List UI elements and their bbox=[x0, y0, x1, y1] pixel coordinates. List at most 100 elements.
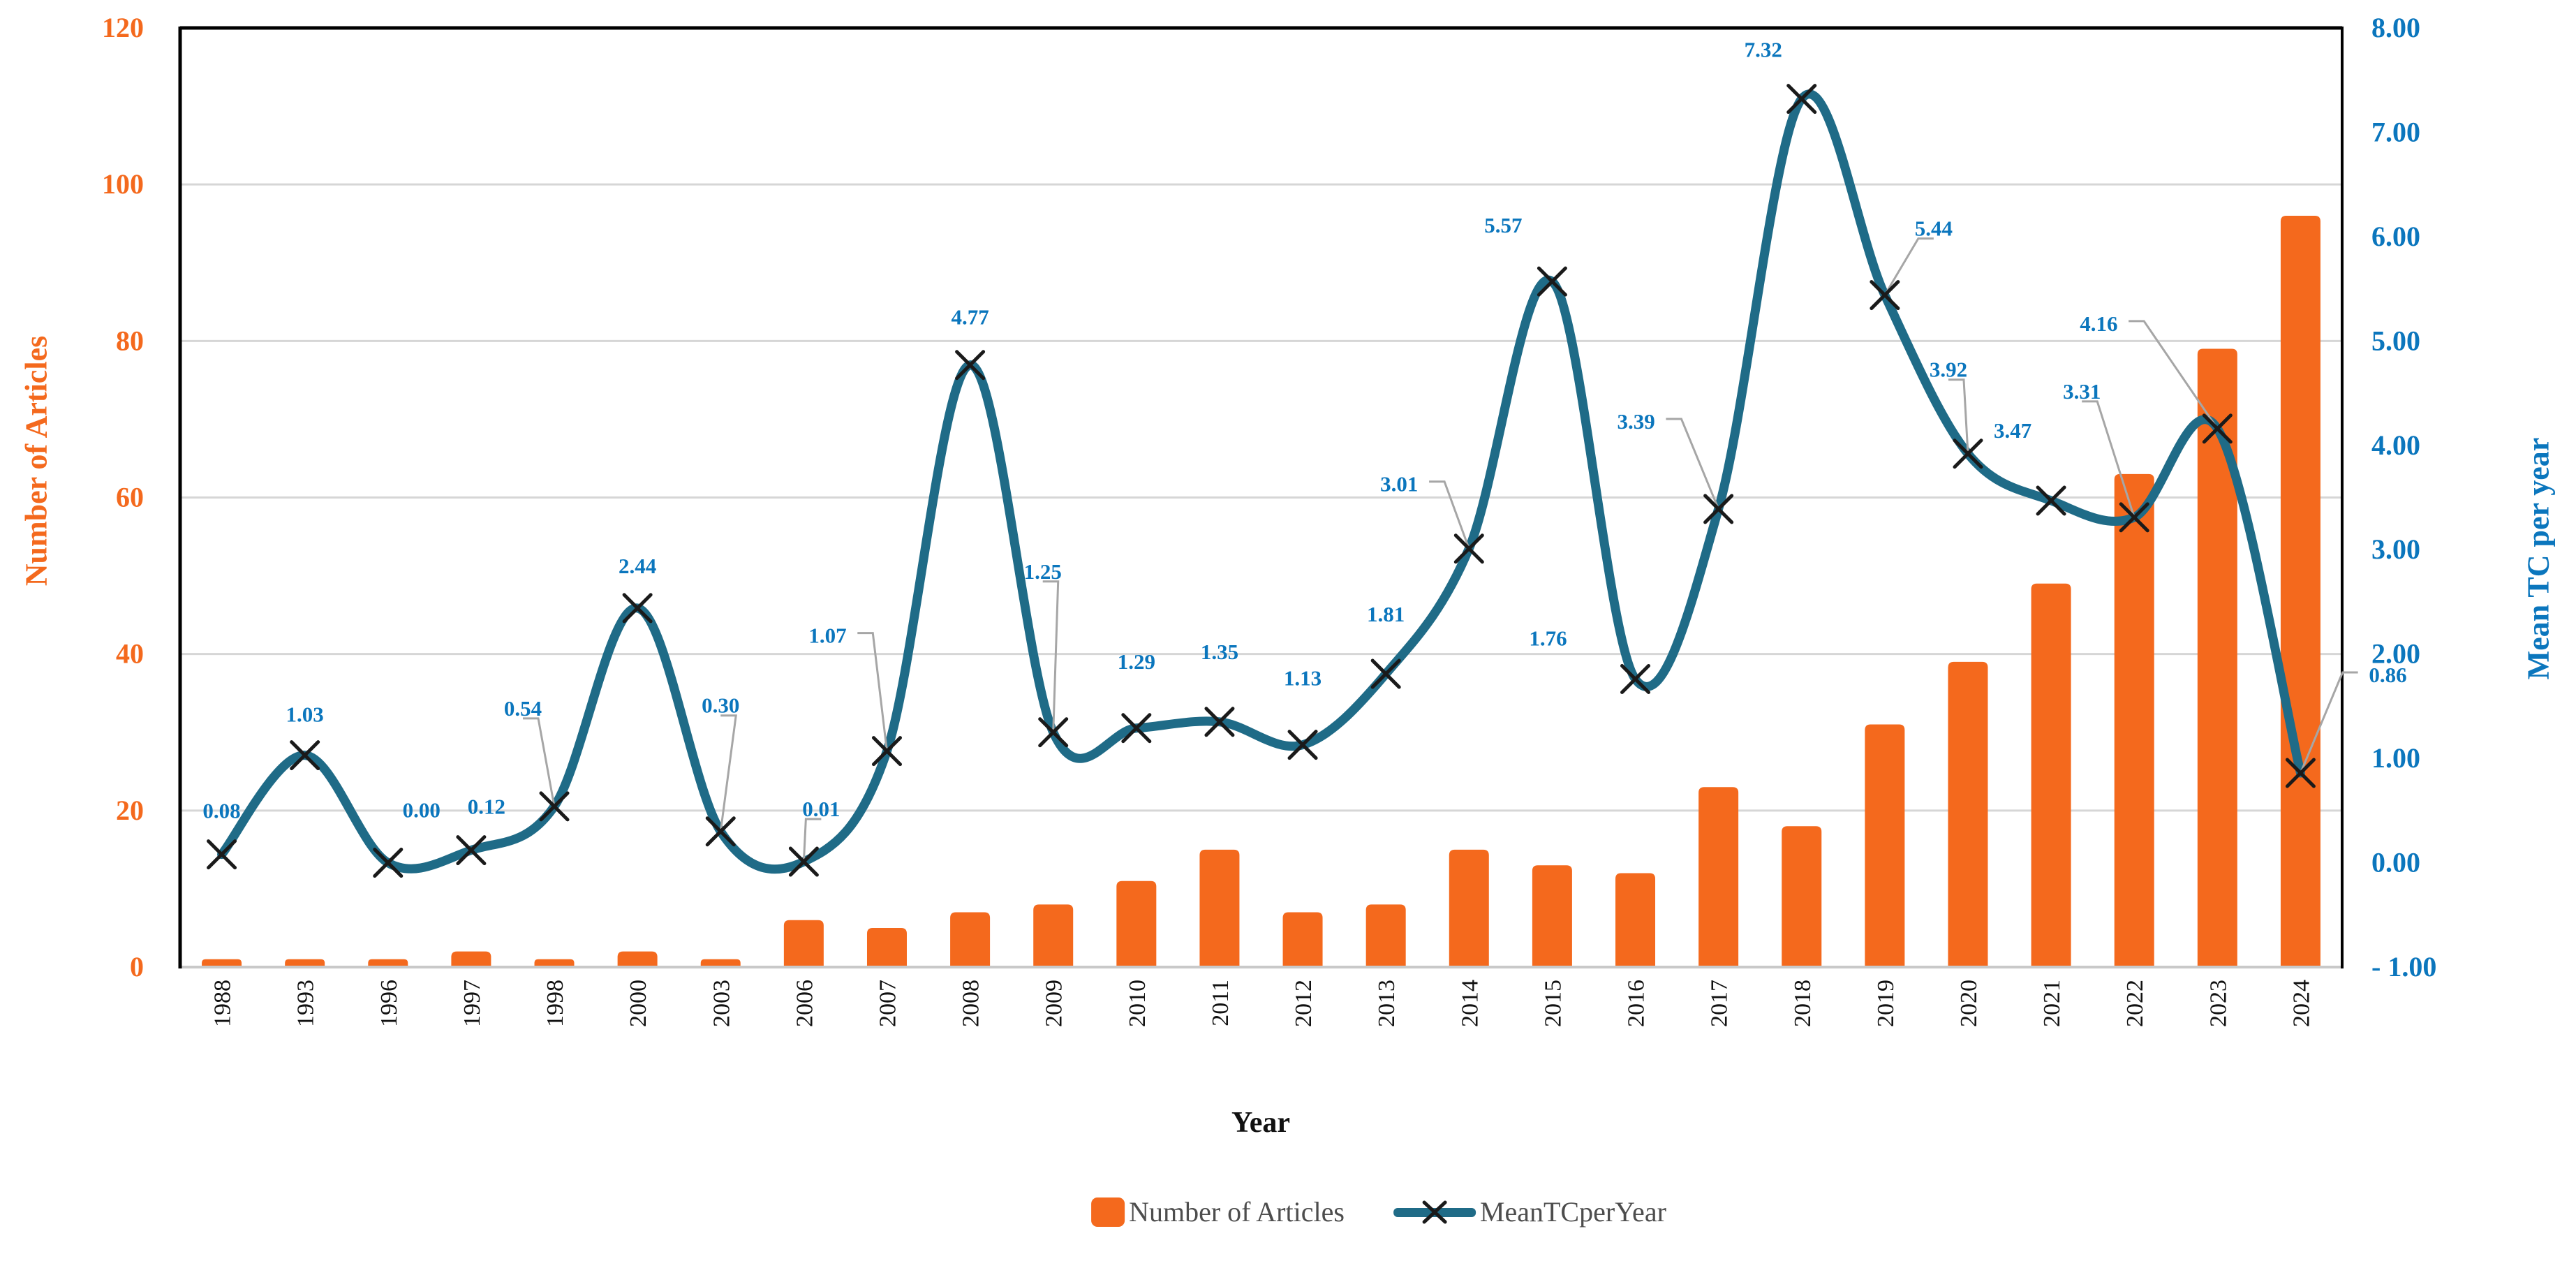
line-marker-2023 bbox=[2202, 413, 2233, 444]
bar-2006 bbox=[783, 920, 824, 967]
data-label-1998: 0.54 bbox=[504, 696, 542, 721]
bar-series-swatch bbox=[1091, 1197, 1125, 1227]
left-tick-40: 40 bbox=[116, 638, 144, 670]
data-label-2010: 1.29 bbox=[1118, 649, 1155, 674]
bar-2024 bbox=[2280, 216, 2320, 967]
bar-2014 bbox=[1449, 849, 1489, 967]
line-marker-2000 bbox=[622, 593, 653, 624]
line-marker-2013 bbox=[1370, 658, 1401, 689]
bar-1997 bbox=[451, 951, 491, 967]
line-marker-2015 bbox=[1537, 266, 1567, 297]
line-marker-2021 bbox=[2036, 485, 2066, 516]
year-label-2011: 2011 bbox=[1208, 980, 1234, 1026]
right-tick-0.00: 0.00 bbox=[2371, 847, 2420, 878]
year-label-1988: 1988 bbox=[210, 980, 236, 1027]
year-label-2000: 2000 bbox=[626, 980, 651, 1027]
line-marker-1996 bbox=[373, 848, 404, 878]
right-tick-1.00: 1.00 bbox=[2371, 742, 2420, 774]
data-label-2009: 1.25 bbox=[1024, 559, 1062, 584]
year-label-2012: 2012 bbox=[1291, 980, 1317, 1027]
line-marker-2007 bbox=[871, 736, 902, 767]
line-marker-2011 bbox=[1204, 707, 1235, 737]
right-tick-6.00: 6.00 bbox=[2371, 221, 2420, 252]
year-label-2008: 2008 bbox=[958, 980, 984, 1027]
label-leader-1998 bbox=[523, 717, 556, 807]
legend: Number of Articles MeanTCperYear bbox=[1091, 1195, 1666, 1228]
data-label-1997: 0.12 bbox=[468, 795, 505, 819]
data-label-2003: 0.30 bbox=[702, 693, 739, 718]
right-tick-5.00: 5.00 bbox=[2371, 325, 2420, 356]
year-label-2024: 2024 bbox=[2288, 980, 2314, 1027]
legend-label-articles: Number of Articles bbox=[1129, 1196, 1345, 1228]
year-label-1996: 1996 bbox=[376, 980, 402, 1027]
line-marker-1993 bbox=[290, 740, 320, 771]
year-label-2014: 2014 bbox=[1457, 980, 1483, 1027]
right-tick-2.00: 2.00 bbox=[2371, 638, 2420, 670]
line-marker-1997 bbox=[456, 835, 487, 866]
line-marker-1998 bbox=[539, 791, 570, 822]
year-label-2018: 2018 bbox=[1790, 980, 1816, 1027]
line-marker-2006 bbox=[788, 846, 819, 877]
year-label-2016: 2016 bbox=[1624, 980, 1650, 1027]
data-label-2016: 1.76 bbox=[1529, 626, 1567, 651]
bar-2019 bbox=[1865, 724, 1905, 967]
data-label-2018: 7.32 bbox=[1745, 38, 1782, 62]
year-label-1993: 1993 bbox=[293, 980, 319, 1027]
bar-2013 bbox=[1365, 904, 1406, 967]
data-label-2000: 2.44 bbox=[619, 554, 656, 578]
left-tick-100: 100 bbox=[102, 168, 144, 200]
bar-1988 bbox=[202, 959, 242, 967]
data-label-2015: 5.57 bbox=[1484, 213, 1522, 237]
data-label-2021: 3.47 bbox=[1994, 418, 2031, 443]
line-marker-2014 bbox=[1453, 533, 1484, 564]
legend-item-articles: Number of Articles bbox=[1091, 1195, 1345, 1228]
line-marker-2018 bbox=[1786, 84, 1817, 115]
line-marker-2003 bbox=[705, 816, 736, 847]
year-label-2010: 2010 bbox=[1125, 980, 1150, 1027]
line-marker-2008 bbox=[955, 350, 986, 381]
data-label-2012: 1.13 bbox=[1284, 666, 1322, 691]
bar-2016 bbox=[1615, 873, 1656, 967]
year-label-2003: 2003 bbox=[709, 980, 734, 1027]
left-axis-title: Number of Articles bbox=[19, 335, 54, 587]
line-marker-2022 bbox=[2119, 502, 2149, 533]
line-marker-2010 bbox=[1121, 713, 1152, 744]
data-label-2024: 0.86 bbox=[2369, 663, 2406, 687]
meantc-line bbox=[217, 89, 2305, 874]
bar-1996 bbox=[368, 959, 408, 967]
year-label-2017: 2017 bbox=[1707, 980, 1733, 1027]
line-marker-1988 bbox=[207, 839, 237, 870]
label-leader-2007 bbox=[857, 632, 888, 751]
data-label-2013: 1.81 bbox=[1367, 602, 1405, 626]
year-label-2006: 2006 bbox=[792, 980, 817, 1027]
legend-item-meantc: MeanTCperYear bbox=[1393, 1195, 1666, 1228]
label-leader-2019 bbox=[1883, 237, 1934, 296]
bar-2017 bbox=[1698, 787, 1739, 967]
bar-2020 bbox=[1948, 661, 1988, 967]
year-label-1997: 1997 bbox=[459, 980, 485, 1027]
bar-2009 bbox=[1033, 904, 1074, 967]
label-leader-2017 bbox=[1666, 418, 1720, 510]
label-leader-2020 bbox=[1948, 378, 1969, 454]
bar-2000 bbox=[617, 951, 658, 967]
left-tick-80: 80 bbox=[116, 325, 144, 356]
left-tick-0: 0 bbox=[130, 951, 144, 982]
line-marker-2020 bbox=[1953, 438, 1983, 469]
bar-1998 bbox=[534, 959, 575, 967]
data-label-2006: 0.01 bbox=[802, 797, 840, 821]
right-tick-8.00: 8.00 bbox=[2371, 12, 2420, 43]
data-label-1996: 0.00 bbox=[403, 798, 441, 823]
year-label-2015: 2015 bbox=[1540, 980, 1566, 1027]
data-label-2017: 3.39 bbox=[1618, 409, 1655, 434]
bar-2015 bbox=[1532, 865, 1572, 967]
legend-x-marker-icon bbox=[1422, 1200, 1447, 1223]
year-label-2022: 2022 bbox=[2122, 980, 2148, 1027]
data-label-2007: 1.07 bbox=[808, 624, 846, 648]
line-marker-2016 bbox=[1620, 664, 1651, 695]
bar-1993 bbox=[285, 959, 325, 967]
bar-2022 bbox=[2114, 473, 2154, 967]
line-marker-2009 bbox=[1038, 717, 1069, 748]
right-tick-7.00: 7.00 bbox=[2371, 116, 2420, 147]
data-label-2023: 4.16 bbox=[2080, 311, 2117, 336]
